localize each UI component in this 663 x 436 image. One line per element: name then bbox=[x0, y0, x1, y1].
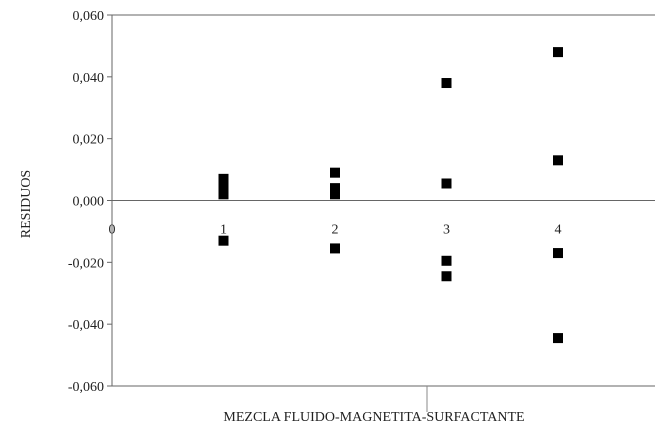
y-axis-title: RESIDUOS bbox=[19, 170, 34, 238]
y-tick-label: 0,020 bbox=[73, 133, 105, 148]
x-tick-label: 1 bbox=[220, 223, 227, 238]
data-point bbox=[553, 47, 563, 58]
data-points bbox=[218, 47, 563, 344]
data-point bbox=[218, 235, 229, 246]
x-tick-label: 3 bbox=[443, 223, 450, 238]
data-point bbox=[330, 167, 340, 178]
x-tick-label: 0 bbox=[109, 223, 116, 238]
data-point bbox=[553, 333, 563, 344]
data-point bbox=[218, 173, 229, 184]
data-point bbox=[553, 248, 563, 259]
y-tick-label: 0,000 bbox=[73, 195, 105, 210]
data-point bbox=[441, 178, 452, 189]
x-tick-label: 2 bbox=[332, 223, 339, 238]
data-point bbox=[441, 255, 452, 266]
y-tick-label: 0,060 bbox=[73, 9, 105, 24]
data-point bbox=[218, 189, 229, 200]
data-point bbox=[330, 243, 340, 254]
y-tick-label: -0,040 bbox=[68, 318, 104, 333]
data-point bbox=[553, 155, 563, 166]
x-tick-labels: 0 1 2 3 4 bbox=[109, 223, 562, 238]
data-point bbox=[330, 189, 340, 200]
y-tick-label: -0,020 bbox=[68, 256, 104, 271]
data-point bbox=[441, 78, 452, 89]
y-tick-label: 0,040 bbox=[73, 71, 105, 86]
y-tick-label: -0,060 bbox=[68, 380, 104, 395]
data-point bbox=[441, 271, 452, 282]
y-tick-labels: 0,060 0,040 0,020 0,000 -0,020 -0,040 -0,060 bbox=[68, 9, 104, 395]
axes bbox=[107, 14, 655, 412]
x-axis-title: MEZCLA FLUIDO-MAGNETITA-SURFACTANTE bbox=[223, 410, 524, 425]
x-tick-label: 4 bbox=[555, 223, 562, 238]
